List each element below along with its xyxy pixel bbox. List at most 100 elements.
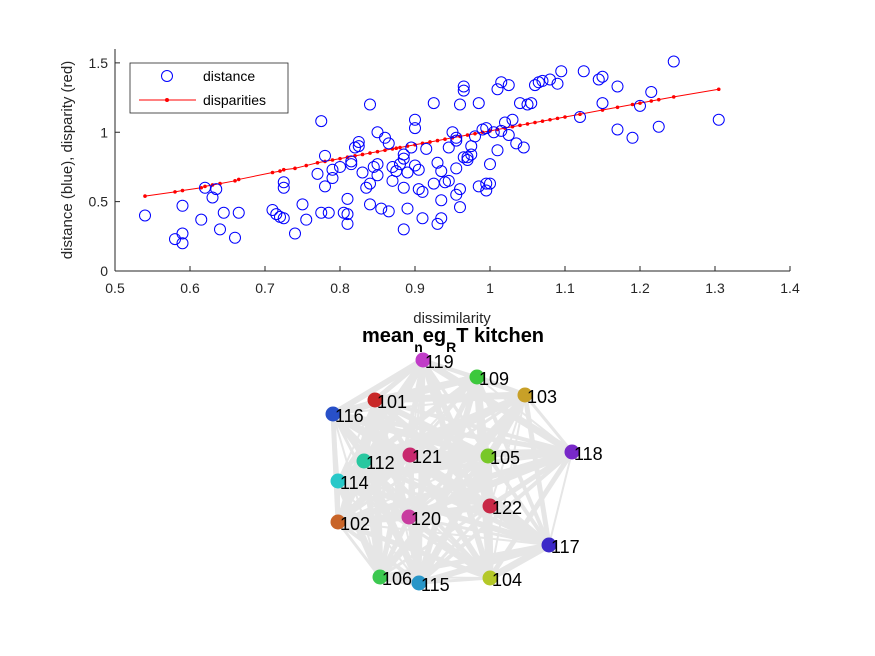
distance-point: [352, 135, 365, 148]
distance-point: [435, 165, 448, 178]
distance-point: [457, 84, 470, 97]
y-tick-label: 0.5: [89, 194, 109, 210]
network-node: 121: [402, 447, 442, 467]
distance-point: [457, 80, 470, 93]
distance-point: [712, 113, 725, 126]
title-part-1: mean: [362, 325, 414, 347]
network-edge: [406, 503, 493, 520]
distance-point: [502, 129, 515, 142]
distance-point: [416, 212, 429, 225]
y-tick-label: 1.5: [89, 55, 109, 71]
distance-point: [319, 180, 331, 193]
network-node-label: 102: [340, 514, 370, 534]
x-tick-label: 0.8: [330, 280, 350, 296]
network-edge: [334, 513, 413, 526]
distance-point: [367, 160, 380, 173]
distance-point: [277, 176, 290, 189]
distance-point: [176, 227, 189, 240]
distance-point: [450, 162, 463, 175]
disparities-point: [270, 170, 275, 175]
network-node: 104: [482, 570, 522, 590]
distance-point: [487, 126, 500, 139]
network-node-marker: [330, 473, 346, 489]
distance-point: [412, 163, 425, 176]
distance-point: [326, 163, 339, 176]
network-node-label: 112: [366, 453, 395, 473]
disparities-point: [315, 160, 320, 165]
network-edge: [371, 391, 529, 404]
distance-point: [480, 184, 493, 197]
distance-point: [502, 79, 515, 92]
disparities-point: [278, 169, 282, 173]
network-node-marker: [482, 498, 498, 514]
distance-point: [491, 83, 504, 96]
distance-point: [652, 120, 665, 133]
network-node-marker: [541, 537, 557, 553]
disparities-point: [394, 146, 399, 151]
disparities-point: [368, 151, 372, 155]
disparities-point: [533, 120, 537, 125]
disparities-point: [555, 116, 560, 121]
disparities-point: [143, 194, 147, 198]
disparities-point: [563, 115, 567, 119]
distance-point: [382, 205, 395, 218]
network-node-marker: [402, 447, 418, 463]
distance-point: [495, 124, 508, 137]
disparities-point: [671, 95, 676, 99]
network-node: 114: [330, 473, 369, 493]
disparities-point: [525, 122, 530, 126]
network-edge: [407, 515, 551, 547]
network-node: 103: [517, 387, 557, 407]
distance-point: [480, 122, 493, 135]
disparities-point: [173, 190, 177, 194]
distance-point: [401, 202, 414, 215]
disparities-point: [180, 188, 185, 193]
distance-point: [364, 98, 376, 111]
distance-point: [461, 151, 474, 164]
legend-distance-marker: [161, 70, 173, 82]
network-node-label: 115: [421, 575, 450, 595]
network-edge: [417, 504, 492, 585]
network-node: 109: [469, 369, 509, 389]
legend: distance disparities: [129, 62, 289, 114]
distance-point: [544, 73, 556, 86]
distance-point: [214, 223, 226, 236]
distance-point: [397, 223, 410, 236]
network-node-marker: [325, 406, 341, 422]
distance-point: [341, 192, 354, 205]
disparities-line: [144, 88, 719, 197]
x-tick-label: 1.2: [630, 280, 650, 296]
distance-point: [525, 97, 538, 110]
distance-point: [634, 99, 646, 112]
distance-point: [345, 158, 358, 171]
network-node-label: 106: [382, 569, 412, 589]
disparities-point: [638, 101, 642, 105]
disparities-point: [304, 163, 309, 168]
network-node-label: 105: [490, 448, 520, 468]
disparities-point: [233, 179, 237, 183]
distance-point: [315, 115, 328, 128]
distance-point: [435, 194, 448, 207]
title-part-3: eg: [423, 325, 446, 347]
network-node: 120: [401, 509, 441, 529]
disparities-point: [540, 119, 545, 123]
disparities-point: [360, 152, 365, 157]
network-edge: [486, 541, 553, 582]
distance-point: [315, 206, 328, 219]
distance-point: [465, 148, 478, 161]
disparities-point: [548, 117, 552, 122]
network-node: 101: [367, 392, 407, 412]
network-node-label: 109: [479, 369, 509, 389]
network-edge: [522, 392, 552, 548]
distance-point: [626, 131, 639, 144]
distance-point: [596, 70, 609, 83]
distance-point: [472, 97, 485, 110]
network-edge: [373, 398, 574, 454]
distance-point: [484, 158, 496, 171]
network-edge: [336, 520, 382, 579]
distance-point: [454, 98, 466, 111]
distance-point: [341, 217, 354, 230]
distance-point: [645, 86, 658, 99]
x-tick-label: 0.5: [105, 280, 125, 296]
distance-point: [401, 166, 414, 179]
